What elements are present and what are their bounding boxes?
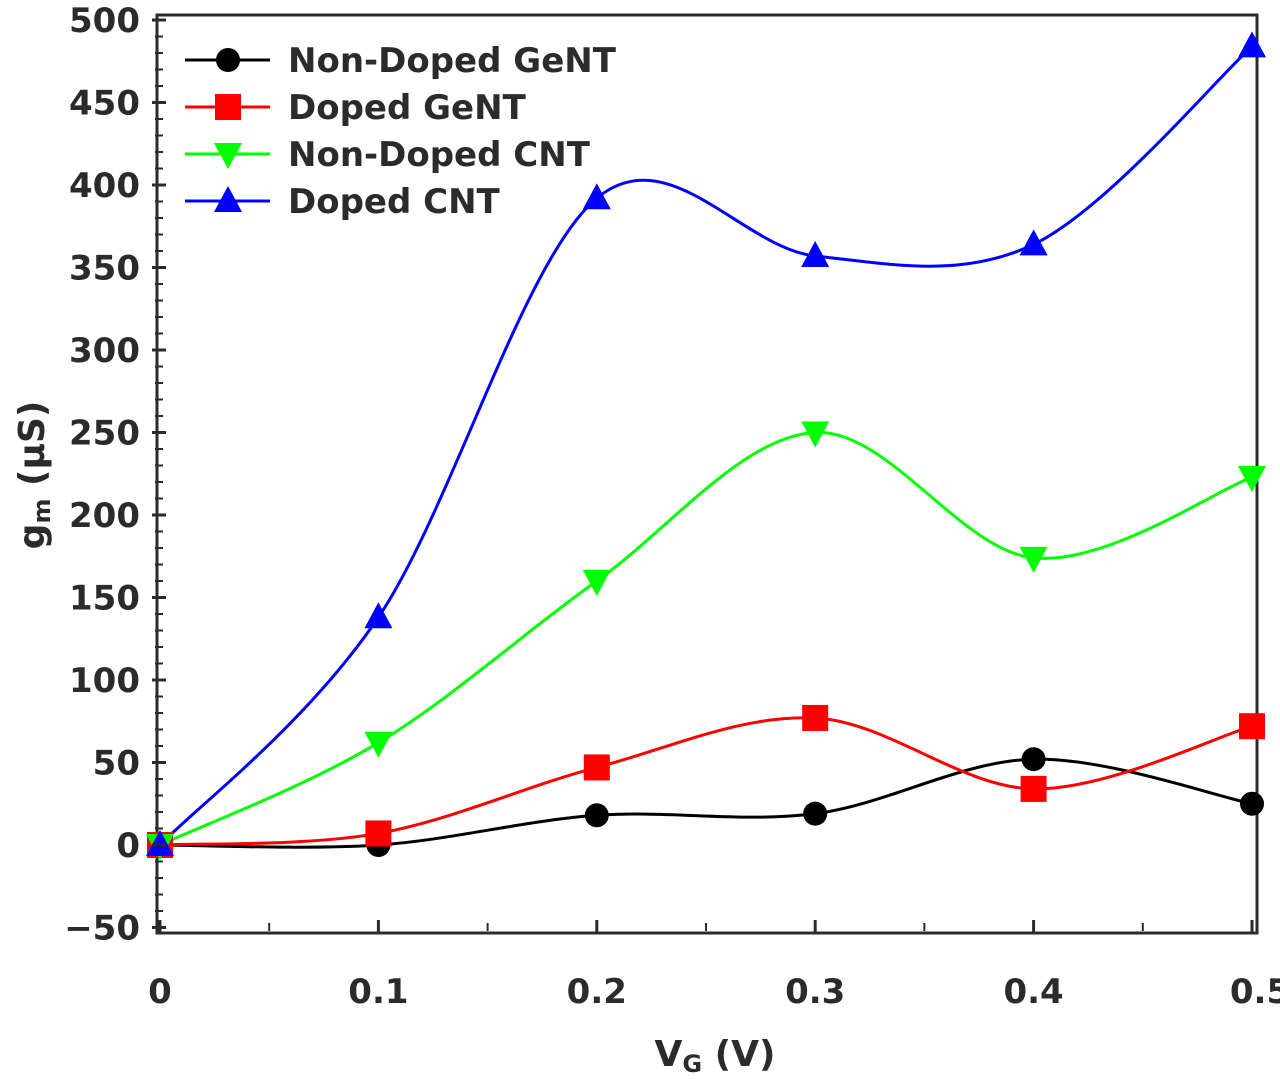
legend-label: Doped CNT xyxy=(288,182,501,222)
y-tick-label: 450 xyxy=(69,84,140,124)
x-tick-label: 0 xyxy=(148,972,172,1012)
legend-marker xyxy=(216,48,240,72)
y-tick-label: 150 xyxy=(69,579,140,619)
y-axis-title-main: g xyxy=(12,524,53,550)
data-point-triangle-up xyxy=(1238,31,1266,58)
data-point-square xyxy=(365,820,392,847)
y-axis-title-sub: m xyxy=(28,499,56,524)
series-line-1 xyxy=(159,716,1253,847)
y-tick-label: 100 xyxy=(69,661,140,701)
axis-ticks: 0 0.1 0.2 0.3 0.4 0.5−50050100150200250300350… xyxy=(64,1,1280,1012)
data-point-square xyxy=(802,704,829,731)
y-tick-label: 0 xyxy=(116,826,140,866)
legend-marker xyxy=(214,186,242,212)
data-point-triangle-up xyxy=(582,183,611,210)
legend-marker xyxy=(215,94,241,120)
data-point-triangle-down xyxy=(1238,466,1266,493)
x-axis-title-sub: G xyxy=(682,1050,702,1078)
x-tick-label: 0.4 xyxy=(1003,972,1063,1012)
series-line-0 xyxy=(159,757,1253,849)
legend-label: Non-Doped GeNT xyxy=(288,41,617,81)
y-tick-label: 50 xyxy=(93,744,140,784)
series-curves xyxy=(158,45,1254,849)
legend-label: Doped GeNT xyxy=(288,88,527,128)
y-axis-title: gm (µS) xyxy=(12,401,56,550)
x-tick-label: 0.5 xyxy=(1230,972,1280,1012)
series-line-3 xyxy=(158,45,1254,847)
y-tick-label: −50 xyxy=(64,909,140,949)
x-tick-label: 0.2 xyxy=(567,972,627,1012)
y-tick-label: 200 xyxy=(69,496,140,536)
data-point-triangle-down xyxy=(364,731,393,758)
x-tick-label: 0.3 xyxy=(785,972,845,1012)
y-tick-label: 400 xyxy=(69,166,140,206)
x-tick-label: 0.1 xyxy=(348,972,408,1012)
x-axis-title-unit: (V) xyxy=(702,1034,775,1075)
y-tick-label: 250 xyxy=(69,414,140,454)
data-point-square xyxy=(1020,775,1047,802)
data-point-triangle-down xyxy=(582,570,611,596)
data-point-circle xyxy=(1240,791,1264,816)
data-point-triangle-down xyxy=(1019,546,1048,573)
series-markers xyxy=(146,31,1266,860)
legend-label: Non-Doped CNT xyxy=(288,135,591,175)
data-point-triangle-up xyxy=(146,830,174,856)
data-point-triangle-up xyxy=(801,240,830,267)
y-tick-label: 350 xyxy=(69,249,140,289)
data-point-circle xyxy=(803,801,828,826)
data-point-circle xyxy=(584,803,609,828)
legend-marker xyxy=(214,143,242,169)
data-point-square xyxy=(1239,713,1265,740)
data-point-triangle-down xyxy=(801,421,830,448)
x-axis-title-main: V xyxy=(655,1034,683,1075)
series-line-2 xyxy=(159,430,1253,847)
x-axis-title: VG (V) xyxy=(655,1034,776,1078)
data-point-triangle-up xyxy=(1019,229,1048,256)
y-tick-label: 500 xyxy=(69,1,140,41)
y-tick-label: 300 xyxy=(69,331,140,371)
y-axis-title-unit: (µS) xyxy=(12,401,53,499)
legend: Non-Doped GeNT Doped GeNT Non-Doped CNT Dop… xyxy=(185,41,617,222)
data-point-square xyxy=(583,754,610,781)
data-point-circle xyxy=(1021,747,1046,772)
data-point-triangle-up xyxy=(364,602,393,629)
